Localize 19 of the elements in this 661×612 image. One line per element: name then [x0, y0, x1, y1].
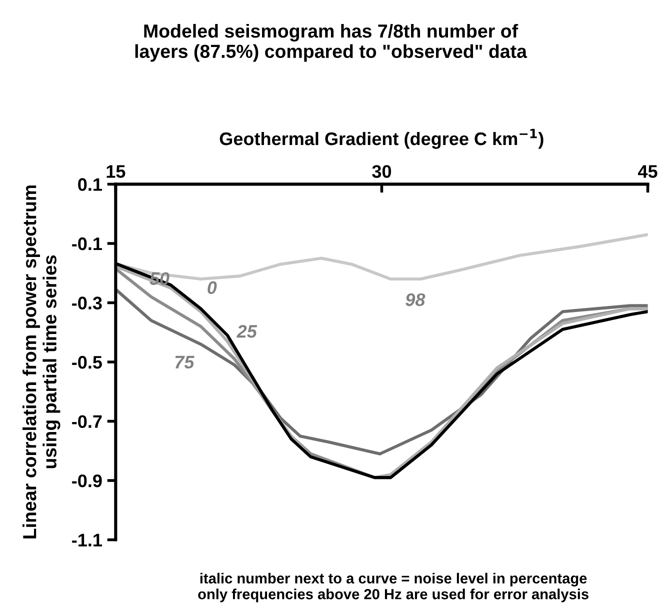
y-tick-label: -1.1 — [72, 534, 102, 546]
y-tick-label: 0.1 — [78, 178, 102, 191]
y-tick-label: -0.1 — [72, 237, 102, 250]
y-tick-label: -0.7 — [72, 415, 102, 428]
annotation: 98 — [406, 293, 426, 306]
y-tick-label: -0.3 — [72, 296, 102, 310]
annotation: 0 — [208, 281, 217, 294]
annotation: 50 — [150, 272, 170, 285]
x-axis-title: Geothermal Gradient (degree C km$^{−1}$) — [220, 128, 544, 149]
text: italic number next to a curve = noise level in percentage only frequencies above 20 Hz are used for error analysis — [198, 572, 588, 602]
y-tick-label: -0.5 — [72, 356, 102, 369]
y-axis-title: Linear correlation from power spectrum using partial time series — [22, 186, 60, 538]
annotation: 75 — [175, 356, 194, 369]
y-tick-label: -0.9 — [72, 474, 102, 488]
x-tick-label: 30 — [372, 165, 392, 178]
annotation: 25 — [236, 324, 258, 338]
chart-title: Modeled seismogram has 7/8th number of layers (87.5%) compared to "observed" data — [135, 24, 528, 62]
x-tick-label: 45 — [638, 165, 658, 178]
x-tick-label: 15 — [106, 165, 126, 178]
